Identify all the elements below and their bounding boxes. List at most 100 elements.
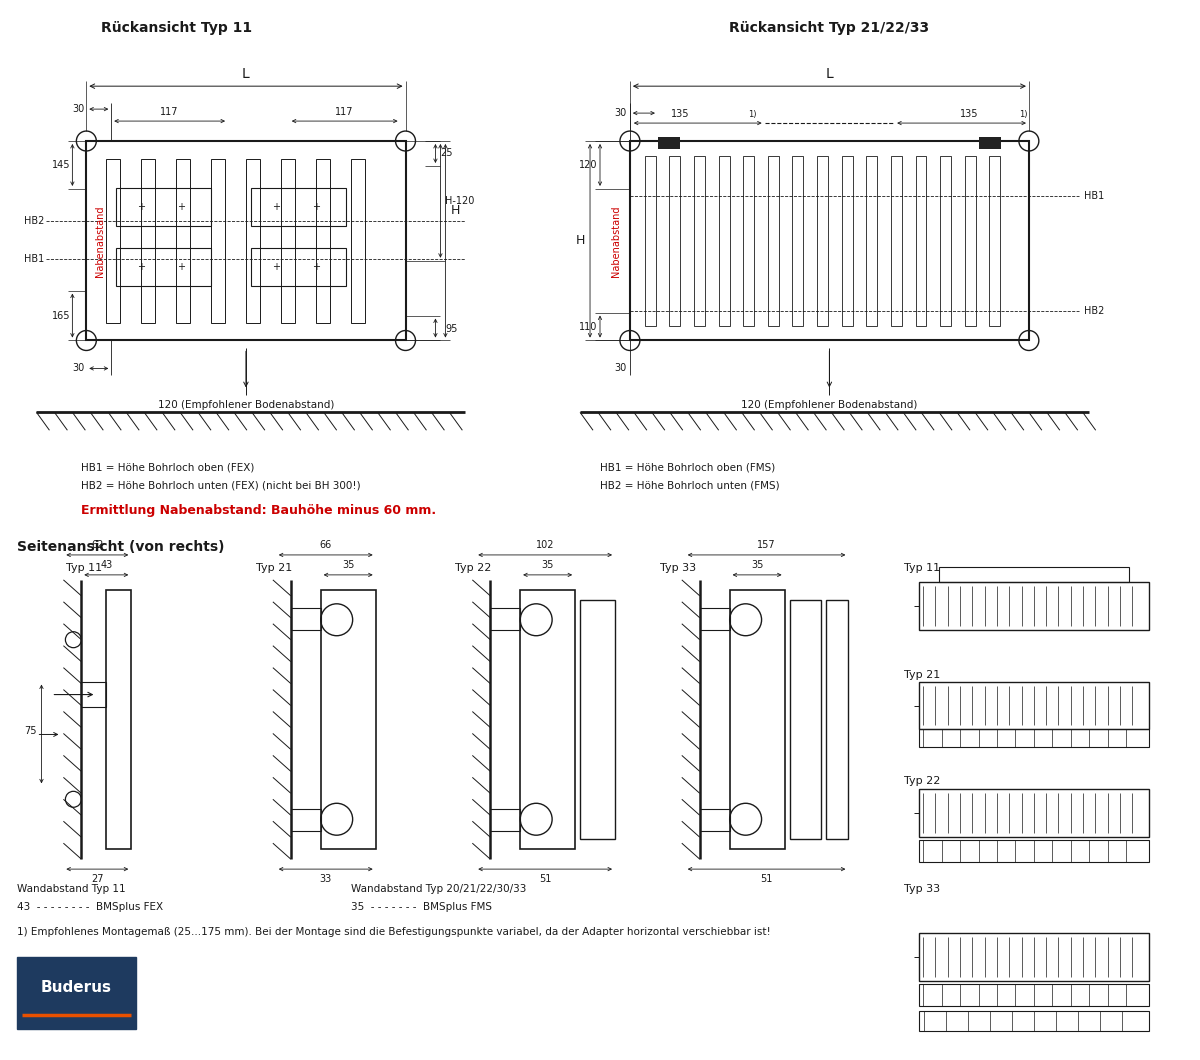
Text: Nabenabstand: Nabenabstand [95, 205, 106, 277]
Text: 43  - - - - - - - -  BMSplus FEX: 43 - - - - - - - - BMSplus FEX [17, 902, 163, 912]
Bar [919, 790, 1148, 837]
Text: L: L [826, 67, 833, 82]
Bar [251, 188, 346, 226]
Bar [919, 933, 1148, 980]
Bar [694, 156, 706, 325]
Text: L: L [242, 67, 250, 82]
Bar [979, 137, 1001, 149]
Bar [86, 141, 406, 340]
Text: 145: 145 [52, 160, 71, 170]
Text: HB2: HB2 [24, 216, 44, 226]
Text: 102: 102 [536, 540, 554, 550]
Bar [251, 248, 346, 285]
Text: Rückansicht Typ 11: Rückansicht Typ 11 [101, 21, 252, 35]
Text: +: + [178, 201, 185, 212]
Text: Seitenansicht (von rechts): Seitenansicht (von rechts) [17, 540, 224, 554]
Bar [658, 137, 679, 149]
Text: Typ 11: Typ 11 [905, 563, 941, 572]
Bar [17, 957, 137, 1028]
Bar [491, 607, 521, 630]
Text: 1) Empfohlenes Montagemaß (25...175 mm). Bei der Montage sind die Befestigungspu: 1) Empfohlenes Montagemaß (25...175 mm).… [17, 926, 770, 937]
Text: 117: 117 [161, 107, 179, 117]
Text: 35: 35 [342, 560, 354, 570]
Text: 117: 117 [336, 107, 354, 117]
Text: 75: 75 [24, 726, 36, 737]
Text: Typ 21: Typ 21 [256, 563, 292, 572]
Bar [827, 600, 848, 840]
Text: +: + [272, 262, 280, 271]
Text: 51: 51 [761, 874, 773, 884]
Bar [940, 156, 952, 325]
Text: +: + [137, 201, 145, 212]
Text: HB1: HB1 [24, 253, 44, 264]
Bar [743, 156, 755, 325]
Bar [107, 159, 120, 322]
Bar [290, 809, 320, 831]
Bar [116, 188, 211, 226]
Bar [919, 841, 1148, 862]
Bar [866, 156, 877, 325]
Text: Typ 11: Typ 11 [66, 563, 102, 572]
Bar [350, 159, 365, 322]
Text: Rückansicht Typ 21/22/33: Rückansicht Typ 21/22/33 [730, 21, 930, 35]
Text: Typ 33: Typ 33 [905, 884, 941, 894]
Text: 33: 33 [319, 874, 332, 884]
Text: Wandabstand Typ 20/21/22/30/33: Wandabstand Typ 20/21/22/30/33 [350, 884, 526, 894]
Text: H: H [576, 234, 586, 247]
Bar [316, 159, 330, 322]
Text: HB1 = Höhe Bohrloch oben (FEX): HB1 = Höhe Bohrloch oben (FEX) [82, 462, 254, 472]
Bar [491, 809, 521, 831]
Text: +: + [137, 262, 145, 271]
Text: HB2 = Höhe Bohrloch unten (FEX) (nicht bei BH 300!): HB2 = Höhe Bohrloch unten (FEX) (nicht b… [82, 480, 361, 490]
Bar [700, 607, 730, 630]
Text: 35: 35 [541, 560, 554, 570]
Bar [919, 1011, 1148, 1030]
Text: 135: 135 [671, 109, 689, 119]
Text: 66: 66 [319, 540, 332, 550]
Bar [919, 682, 1148, 729]
Text: 35  - - - - - - -  BMSplus FMS: 35 - - - - - - - BMSplus FMS [350, 902, 492, 912]
Text: H-120: H-120 [445, 196, 475, 206]
Text: 157: 157 [757, 540, 776, 550]
Text: +: + [178, 262, 185, 271]
Text: 30: 30 [614, 108, 626, 118]
Text: HB2: HB2 [1084, 305, 1104, 316]
Bar [521, 589, 575, 849]
Text: Typ 22: Typ 22 [455, 563, 492, 572]
Text: +: + [312, 201, 319, 212]
Text: 35: 35 [751, 560, 763, 570]
Bar [989, 156, 1001, 325]
Bar [700, 809, 730, 831]
Text: H: H [450, 205, 460, 217]
Text: 30: 30 [614, 364, 626, 373]
Text: 62: 62 [91, 540, 103, 550]
Text: +: + [272, 201, 280, 212]
Text: 25: 25 [440, 148, 452, 158]
Bar [719, 156, 730, 325]
Bar [792, 156, 804, 325]
Text: 27: 27 [91, 874, 103, 884]
Text: 110: 110 [578, 321, 598, 332]
Text: 120 (Empfohlener Bodenabstand): 120 (Empfohlener Bodenabstand) [742, 401, 918, 410]
Bar [176, 159, 190, 322]
Text: Typ 21: Typ 21 [905, 670, 941, 679]
Text: Typ 33: Typ 33 [660, 563, 696, 572]
Bar [965, 156, 976, 325]
Text: 95: 95 [445, 323, 457, 334]
Bar [580, 600, 614, 840]
Text: 1): 1) [748, 110, 756, 119]
Bar [82, 682, 107, 707]
Text: Buderus: Buderus [41, 980, 112, 995]
Text: HB1 = Höhe Bohrloch oben (FMS): HB1 = Höhe Bohrloch oben (FMS) [600, 462, 775, 472]
Bar [940, 567, 1129, 582]
Text: HB1: HB1 [1084, 191, 1104, 201]
Bar [211, 159, 224, 322]
Bar [890, 156, 902, 325]
Text: +: + [312, 262, 319, 271]
Bar [281, 159, 295, 322]
Text: Nabenabstand: Nabenabstand [611, 205, 620, 277]
Bar [919, 729, 1148, 747]
Bar [730, 589, 785, 849]
Bar [246, 159, 260, 322]
Text: Wandabstand Typ 11: Wandabstand Typ 11 [17, 884, 125, 894]
